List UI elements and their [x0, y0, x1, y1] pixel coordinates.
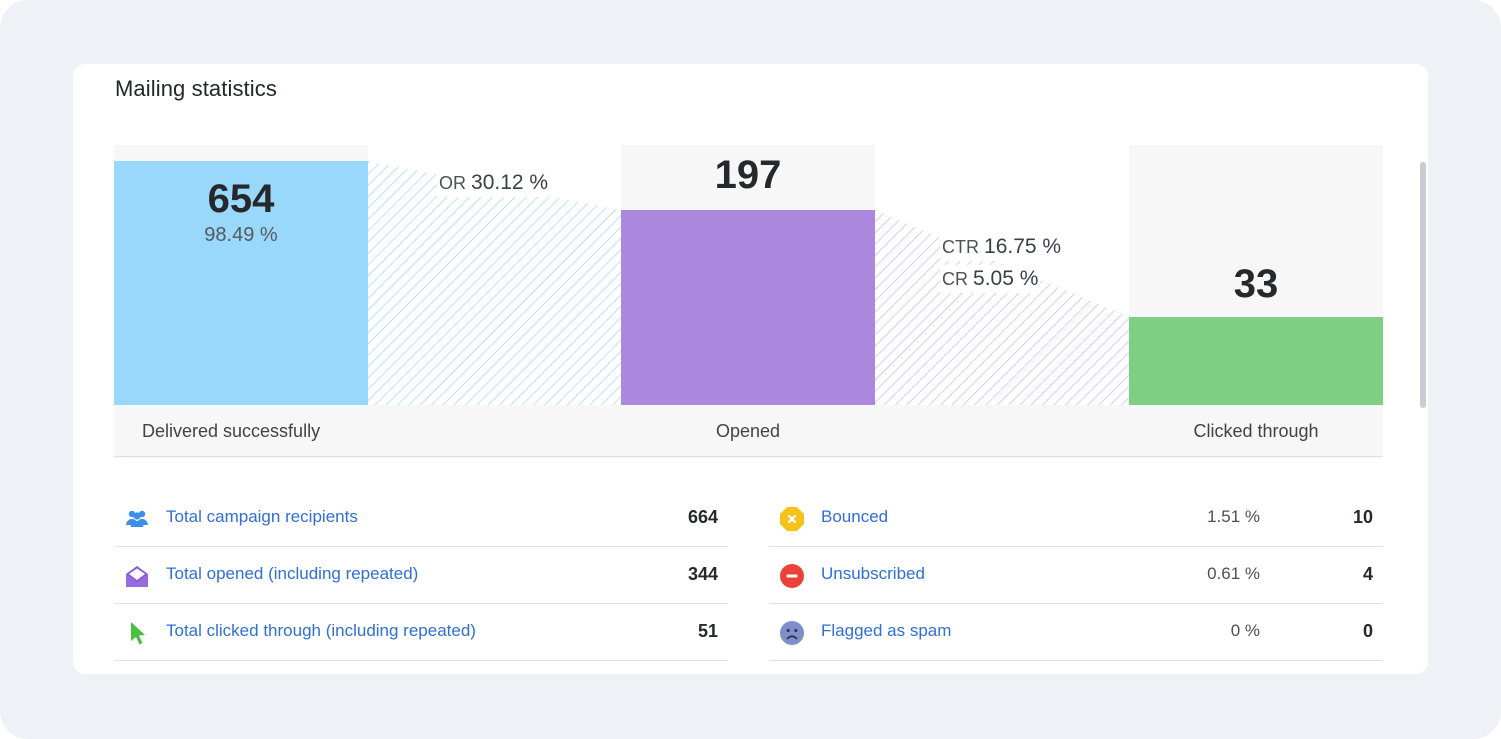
unsubscribed-percent: 0.61 % — [1207, 564, 1260, 583]
list-item: Flagged as spam 0 % 0 — [769, 604, 1383, 661]
stage-label-delivered: Delivered successfully — [142, 421, 321, 441]
connector-delivered-opened — [368, 161, 621, 405]
total-clicked-count: 51 — [697, 621, 718, 641]
stats-right-list: Bounced 1.51 % 10 Unsubscribed 0.61 % 4 … — [769, 490, 1383, 661]
list-item: Total campaign recipients 664 — [114, 490, 728, 547]
click-through-rate: CTR 16.75 % — [940, 233, 1064, 261]
bounced-icon — [780, 507, 804, 531]
delivered-percent: 98.49 % — [204, 224, 278, 246]
bounced-percent: 1.51 % — [1207, 507, 1260, 526]
cr-name: CR — [942, 269, 968, 289]
list-item: Total opened (including repeated) 344 — [114, 547, 728, 604]
opened-value-block: 197 — [621, 153, 875, 198]
total-recipients-link[interactable]: Total campaign recipients — [166, 507, 358, 526]
cursor-icon — [131, 622, 145, 645]
delivered-value-block: 654 98.49 % — [114, 177, 368, 247]
total-opened-link[interactable]: Total opened (including repeated) — [166, 564, 419, 583]
list-item: Unsubscribed 0.61 % 4 — [769, 547, 1383, 604]
ctr-name: CTR — [942, 237, 979, 257]
bar-opened — [621, 210, 875, 405]
mailing-statistics-card: Mailing statistics — [73, 64, 1428, 674]
funnel-divider — [114, 456, 1383, 457]
open-rate-name: OR — [439, 173, 466, 193]
total-opened-count: 344 — [687, 564, 718, 584]
bounced-link[interactable]: Bounced — [821, 507, 889, 526]
scrollbar[interactable] — [1420, 162, 1426, 408]
unsubscribed-count: 4 — [1362, 564, 1373, 584]
open-rate: OR 30.12 % — [437, 169, 551, 197]
conversion-rate: CR 5.05 % — [940, 265, 1041, 293]
bar-clicked — [1129, 317, 1383, 405]
total-clicked-link[interactable]: Total clicked through (including repeate… — [166, 621, 476, 640]
stage-label-opened: Opened — [715, 421, 781, 441]
opened-value: 197 — [714, 153, 782, 197]
open-envelope-icon — [126, 566, 148, 587]
clicked-value-block: 33 — [1129, 262, 1383, 307]
total-recipients-count: 664 — [687, 507, 718, 527]
open-rate-value: 30.12 % — [471, 171, 549, 194]
card-title: Mailing statistics — [115, 76, 277, 101]
unsubscribed-link[interactable]: Unsubscribed — [821, 564, 925, 583]
bounced-count: 10 — [1352, 507, 1373, 527]
funnel-graphic — [114, 145, 1383, 458]
ctr-value: 16.75 % — [984, 235, 1062, 258]
delivered-value: 654 — [207, 177, 275, 221]
cr-value: 5.05 % — [973, 267, 1039, 290]
users-icon — [126, 510, 148, 527]
bar-delivered — [114, 161, 368, 405]
spam-percent: 0 % — [1230, 621, 1260, 640]
labels-strip — [114, 405, 1383, 458]
stage-label-clicked: Clicked through — [1193, 421, 1319, 441]
clicked-value: 33 — [1233, 262, 1279, 306]
sad-face-icon — [780, 621, 804, 645]
spam-count: 0 — [1362, 621, 1373, 641]
stats-left-list: Total campaign recipients 664 Total open… — [114, 490, 728, 661]
list-item: Bounced 1.51 % 10 — [769, 490, 1383, 547]
funnel-chart: 654 98.49 % 197 33 OR 30.12 % CTR 16.75 … — [114, 145, 1383, 458]
spam-link[interactable]: Flagged as spam — [821, 621, 952, 640]
list-item: Total clicked through (including repeate… — [114, 604, 728, 661]
connector-opened-clicked — [875, 210, 1129, 405]
unsubscribe-icon — [780, 564, 804, 588]
